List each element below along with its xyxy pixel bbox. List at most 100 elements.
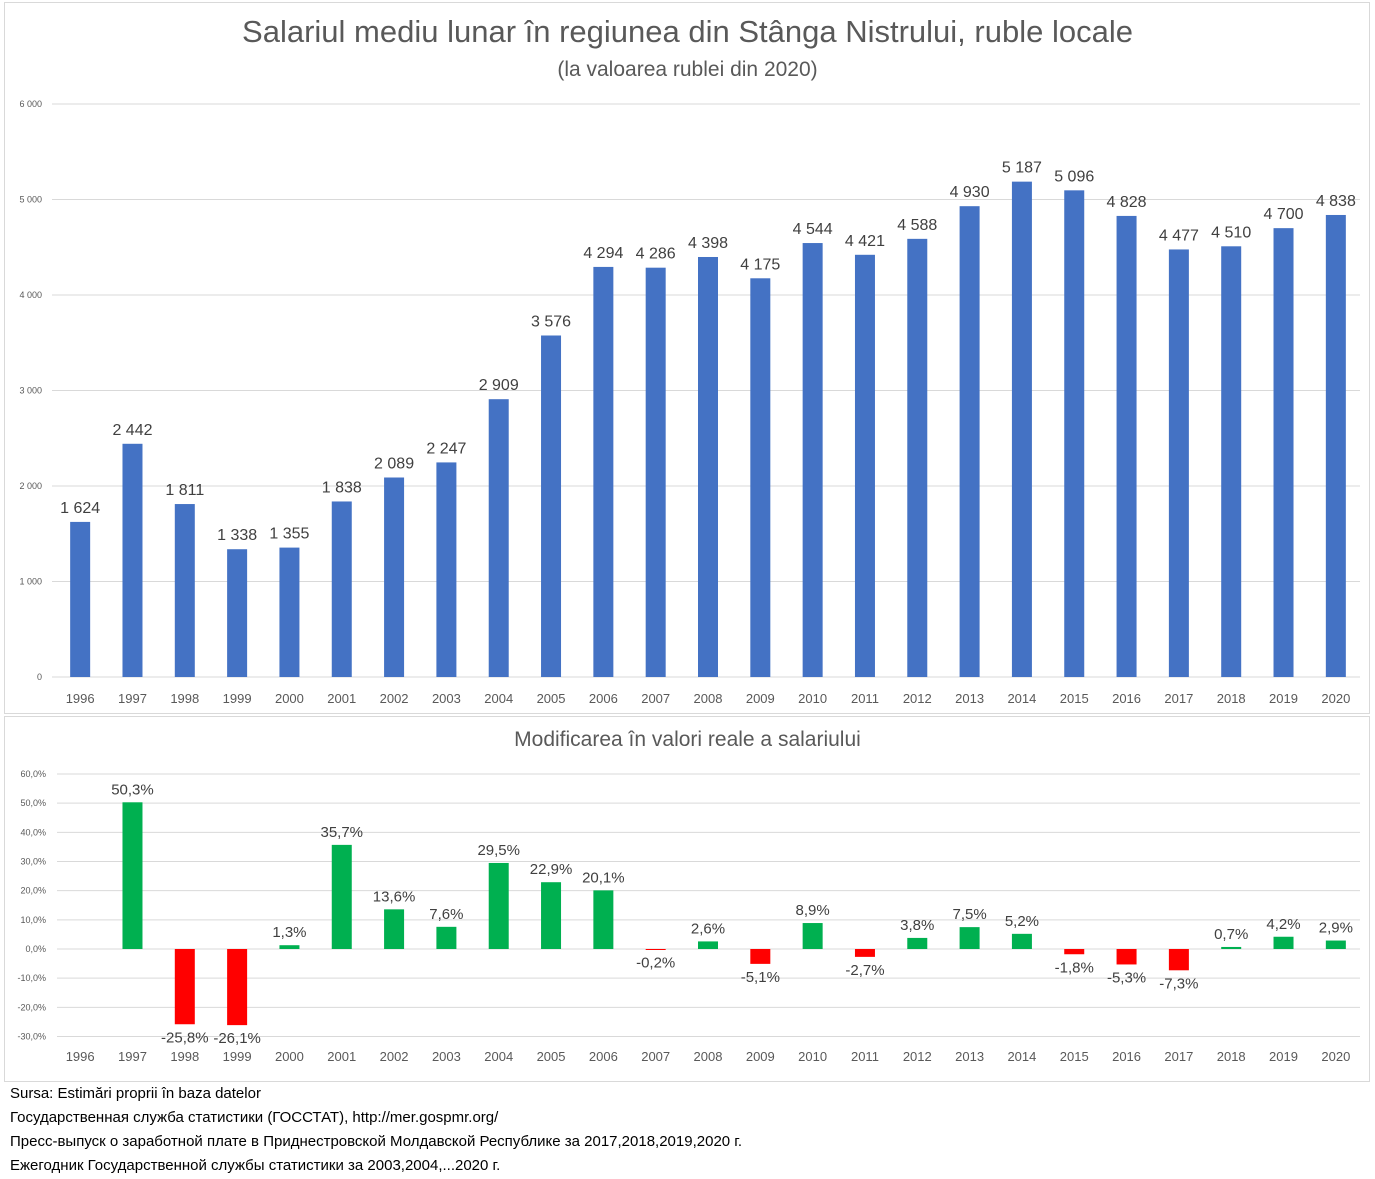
x-tick-label: 2006: [589, 691, 618, 706]
bar: [70, 521, 91, 677]
bar: [1116, 215, 1137, 677]
x-tick-label: 2001: [327, 1049, 356, 1064]
bar: [1168, 949, 1189, 971]
data-label: 4 286: [636, 246, 676, 263]
data-label: 4 930: [950, 184, 990, 201]
bar: [959, 206, 980, 677]
x-tick-label: 2012: [903, 691, 932, 706]
x-tick-label: 2000: [275, 1049, 304, 1064]
x-tick-label: 2004: [484, 1049, 513, 1064]
y-tick-label: 6 000: [19, 99, 42, 109]
x-tick-label: 2003: [432, 691, 461, 706]
x-tick-label: 2013: [955, 1049, 984, 1064]
x-tick-label: 2008: [694, 691, 723, 706]
data-label: 1 624: [60, 500, 100, 517]
bar: [1116, 949, 1137, 965]
bar: [1168, 249, 1189, 677]
y-tick-label: 0: [37, 672, 42, 682]
x-tick-label: 2010: [798, 1049, 827, 1064]
x-tick-label: 2017: [1164, 1049, 1193, 1064]
y-tick-label: 3 000: [19, 386, 42, 396]
data-label: -5,1%: [741, 969, 780, 986]
data-label: 0,7%: [1214, 926, 1248, 943]
bar: [750, 949, 771, 964]
source-line-1: Sursa: Estimări proprii în baza datelor: [10, 1085, 261, 1102]
bar: [174, 949, 195, 1025]
bar: [1064, 190, 1085, 677]
x-tick-label: 2014: [1007, 691, 1036, 706]
x-tick-label: 2009: [746, 1049, 775, 1064]
bar: [436, 926, 457, 949]
x-tick-label: 2001: [327, 691, 356, 706]
bar: [1221, 946, 1242, 949]
x-tick-label: 2006: [589, 1049, 618, 1064]
bar: [907, 238, 928, 677]
source-line-4: Ежегодник Государственной службы статист…: [10, 1157, 501, 1174]
x-tick-label: 2009: [746, 691, 775, 706]
x-tick-label: 2011: [851, 691, 879, 706]
x-tick-label: 2000: [275, 691, 304, 706]
bar: [802, 923, 823, 949]
x-tick-label: 2012: [903, 1049, 932, 1064]
bar: [802, 243, 823, 677]
x-tick-label: 1996: [66, 691, 95, 706]
x-tick-label: 2016: [1112, 691, 1141, 706]
bar: [1221, 246, 1242, 678]
x-tick-label: 2010: [798, 691, 827, 706]
x-tick-label: 2008: [694, 1049, 723, 1064]
y-tick-label: 1 000: [19, 577, 42, 587]
x-tick-label: 1997: [118, 1049, 147, 1064]
x-tick-label: 2003: [432, 1049, 461, 1064]
bar: [1325, 214, 1346, 677]
x-tick-label: 2020: [1321, 691, 1350, 706]
data-label: 2,9%: [1319, 920, 1353, 937]
bar: [959, 927, 980, 949]
data-label: 2,6%: [691, 920, 725, 937]
y-tick-label: -30,0%: [17, 1032, 46, 1042]
source-line-2: Государственная служба статистики (ГОССТ…: [10, 1109, 499, 1126]
x-tick-label: 2020: [1321, 1049, 1350, 1064]
y-tick-label: -10,0%: [17, 973, 46, 983]
bar: [645, 949, 666, 950]
x-tick-label: 1997: [118, 691, 147, 706]
bar: [698, 256, 718, 677]
bar: [854, 254, 875, 677]
y-tick-label: 2 000: [19, 481, 42, 491]
data-label: -25,8%: [161, 1029, 209, 1046]
data-label: 13,6%: [373, 888, 416, 905]
data-label: 3,8%: [900, 917, 934, 934]
data-label: 8,9%: [796, 902, 830, 919]
source-line-3: Пресс-выпуск о заработной плате в Придне…: [10, 1133, 743, 1150]
x-tick-label: 2004: [484, 691, 513, 706]
data-label: 4 294: [583, 245, 623, 262]
bar: [488, 862, 509, 949]
data-label: 4 838: [1316, 193, 1356, 210]
data-label: 2 442: [112, 422, 152, 439]
data-label: 35,7%: [320, 824, 363, 841]
bar: [1325, 940, 1346, 949]
bar: [227, 549, 248, 677]
data-label: 22,9%: [530, 861, 573, 878]
data-label: 1 338: [217, 527, 257, 544]
data-label: 5 187: [1002, 160, 1042, 177]
data-label: 1,3%: [272, 924, 306, 941]
data-label: 4 700: [1263, 206, 1303, 223]
bar: [907, 937, 928, 949]
data-label: 20,1%: [582, 869, 625, 886]
bar: [227, 949, 248, 1026]
x-tick-label: 2019: [1269, 691, 1298, 706]
bar: [1064, 949, 1085, 955]
data-label: 4 544: [793, 221, 833, 238]
x-tick-label: 2002: [380, 1049, 409, 1064]
bar: [436, 462, 457, 677]
x-tick-label: 1996: [66, 1049, 95, 1064]
data-label: 4,2%: [1266, 916, 1300, 933]
data-label: 3 576: [531, 313, 571, 330]
data-label: 4 421: [845, 233, 885, 250]
data-label: 2 909: [479, 377, 519, 394]
data-label: -0,2%: [636, 955, 675, 972]
y-tick-label: 30,0%: [20, 857, 46, 867]
x-tick-label: 2019: [1269, 1049, 1298, 1064]
x-tick-label: 1998: [170, 1049, 199, 1064]
y-tick-label: 10,0%: [20, 915, 46, 925]
